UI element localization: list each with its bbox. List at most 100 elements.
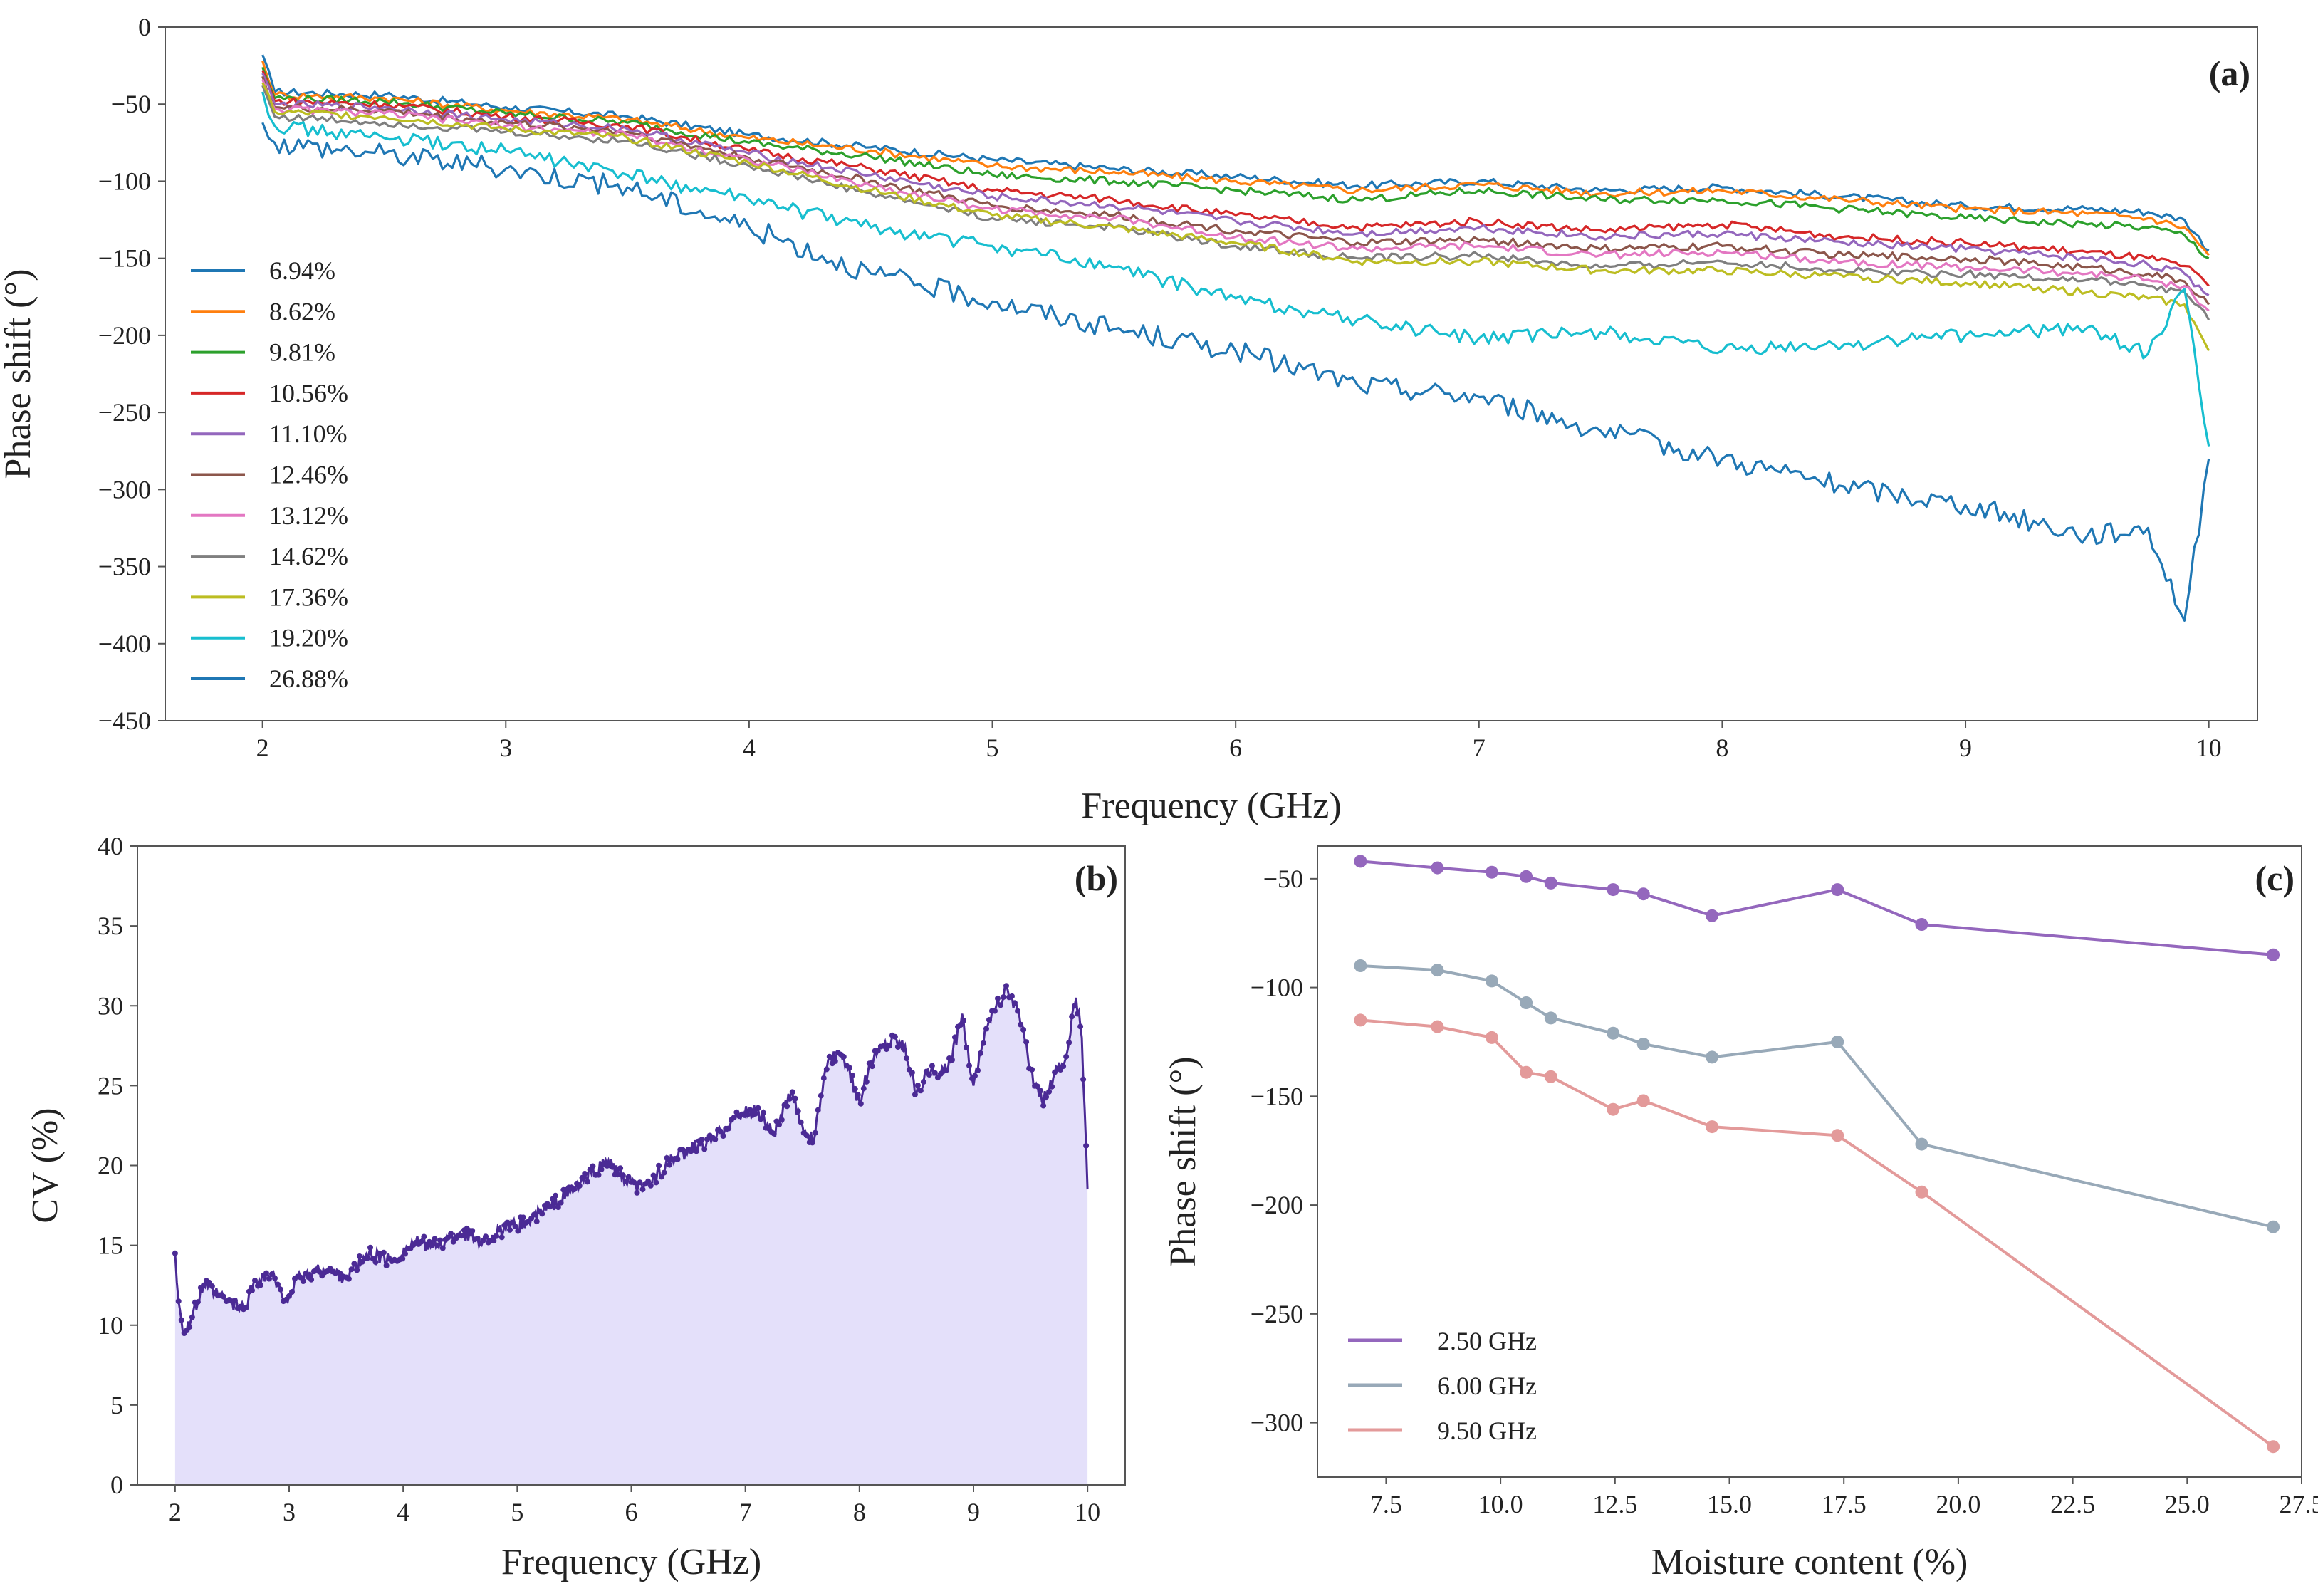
y-tick-label: −300 [98, 475, 151, 504]
series-line [261, 61, 2210, 256]
y-tick-label: −50 [111, 90, 151, 118]
cv-point [459, 1233, 465, 1239]
cv-point [726, 1125, 732, 1132]
cv-point [631, 1179, 637, 1186]
cv-point [1040, 1102, 1047, 1109]
cv-point [1069, 1013, 1075, 1020]
cv-point [494, 1233, 500, 1239]
cv-point [175, 1298, 182, 1305]
x-tick-label: 8 [853, 1498, 866, 1526]
cv-point [1083, 1142, 1090, 1149]
cv-point [892, 1033, 898, 1040]
series-point [1485, 974, 1498, 988]
cv-point [820, 1075, 827, 1081]
x-tick-label: 5 [511, 1498, 523, 1526]
cv-point [809, 1139, 815, 1146]
cv-point [949, 1057, 955, 1063]
cv-point [1046, 1088, 1053, 1095]
cv-point [289, 1289, 295, 1295]
cv-point [1001, 994, 1006, 1001]
x-tick-label: 3 [283, 1498, 296, 1526]
y-axis-label: Phase shift (°) [1163, 1056, 1204, 1266]
cv-point [507, 1226, 513, 1233]
cv-point [931, 1070, 938, 1076]
cv-point [308, 1276, 315, 1283]
cv-point [383, 1263, 390, 1268]
x-tick-label: 6 [1229, 734, 1242, 762]
cv-point [266, 1276, 272, 1282]
y-tick-label: −300 [1251, 1409, 1303, 1437]
y-tick-label: 0 [110, 1471, 123, 1499]
cv-point [975, 1068, 981, 1074]
cv-point [432, 1236, 438, 1242]
y-tick-label: −50 [1263, 865, 1303, 893]
series-line [261, 69, 2210, 287]
cv-point [634, 1189, 640, 1196]
cv-point [598, 1166, 605, 1172]
series-point [1520, 996, 1533, 1009]
cv-point [1066, 1040, 1072, 1045]
series-point [2267, 1220, 2280, 1233]
cv-point [992, 1008, 998, 1014]
cv-point [469, 1228, 476, 1234]
series-point [1431, 1020, 1444, 1033]
cv-point [952, 1034, 958, 1040]
cv-point [701, 1146, 708, 1152]
cv-point [539, 1211, 545, 1217]
cv-point [720, 1133, 726, 1139]
y-tick-label: −150 [1251, 1082, 1303, 1110]
cv-point [584, 1179, 590, 1185]
cv-point [189, 1314, 195, 1320]
cv-point [650, 1172, 657, 1179]
cv-point [269, 1271, 275, 1277]
y-tick-label: −250 [1251, 1300, 1303, 1328]
x-tick-label: 6 [625, 1498, 638, 1526]
series-line [261, 85, 2210, 320]
cv-point [437, 1237, 443, 1243]
cv-point [1075, 1011, 1081, 1017]
cv-point [869, 1063, 875, 1070]
cv-point [920, 1079, 926, 1085]
cv-point [972, 1073, 978, 1079]
cv-area-fill [174, 986, 1088, 1485]
cv-point [752, 1110, 758, 1117]
plot-frame [165, 26, 2258, 721]
cv-point [421, 1233, 427, 1240]
y-tick-label: −100 [1251, 974, 1303, 1002]
cv-point [645, 1178, 652, 1184]
x-tick-label: 7.5 [1370, 1490, 1402, 1518]
cv-point [903, 1055, 909, 1061]
cv-point [637, 1179, 643, 1186]
cv-point [981, 1040, 986, 1046]
series-point [1831, 1036, 1844, 1048]
x-axis-label: Frequency (GHz) [501, 1542, 761, 1582]
cv-point [929, 1063, 935, 1069]
cv-point [620, 1172, 626, 1179]
cv-point [717, 1128, 724, 1135]
cv-point [1038, 1088, 1044, 1094]
x-axis-label: Frequency (GHz) [1081, 786, 1341, 826]
cv-point [983, 1026, 989, 1032]
legend-label: 26.88% [269, 664, 348, 693]
series-point [1431, 964, 1444, 977]
x-tick-label: 3 [499, 734, 512, 762]
series-point [1431, 861, 1444, 875]
x-tick-label: 4 [397, 1498, 409, 1526]
cv-point [595, 1172, 602, 1178]
cv-point [380, 1249, 387, 1256]
cv-point [496, 1226, 502, 1233]
cv-point [664, 1155, 670, 1161]
cv-point [512, 1223, 518, 1229]
cv-point [590, 1163, 596, 1169]
y-tick-label: 0 [138, 13, 151, 41]
cv-point [1063, 1053, 1070, 1060]
cv-point [533, 1219, 540, 1225]
cv-point [531, 1211, 537, 1218]
cv-point [1012, 1000, 1018, 1006]
cv-point [429, 1242, 435, 1248]
series-line [261, 82, 2210, 352]
cv-point [912, 1091, 918, 1097]
cv-point [966, 1063, 972, 1069]
cv-point [995, 995, 1001, 1001]
cv-point [365, 1255, 371, 1261]
